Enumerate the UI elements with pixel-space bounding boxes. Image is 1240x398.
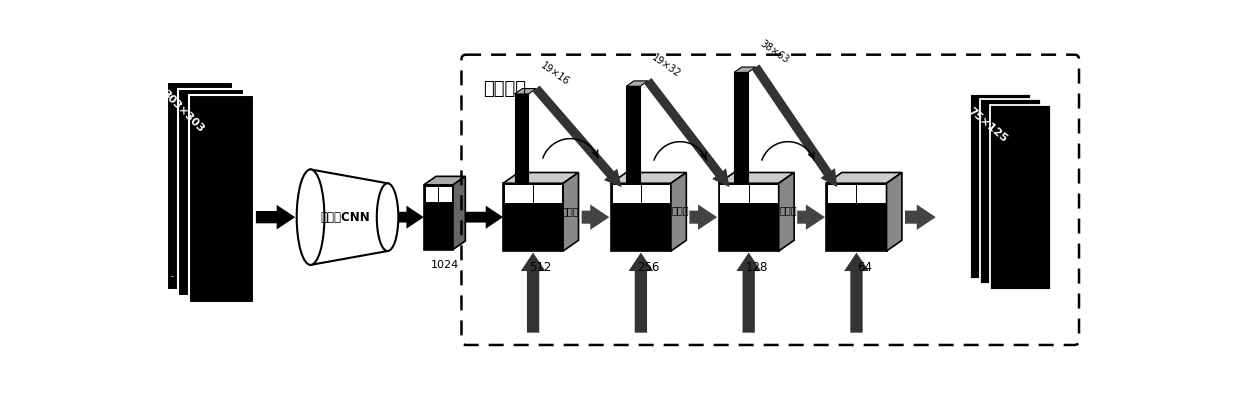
Polygon shape [424,185,453,250]
Text: 256: 256 [637,261,660,274]
Polygon shape [255,205,295,230]
Polygon shape [424,176,465,185]
Text: 精炼模块: 精炼模块 [484,80,526,98]
Polygon shape [611,172,686,183]
Polygon shape [611,183,671,251]
Polygon shape [188,95,254,302]
Polygon shape [991,105,1050,289]
Polygon shape [734,72,748,182]
Polygon shape [563,172,579,251]
Polygon shape [689,205,717,230]
Polygon shape [465,206,503,229]
Polygon shape [521,253,546,333]
Text: 1024: 1024 [430,260,459,270]
Polygon shape [797,205,825,230]
Text: - -: - - [171,272,180,281]
Polygon shape [844,253,869,333]
Polygon shape [981,100,1040,284]
Text: 38×63: 38×63 [758,39,790,65]
Text: 上采样: 上采样 [779,205,797,215]
Polygon shape [779,172,794,251]
Polygon shape [887,172,901,251]
Polygon shape [626,86,640,182]
Polygon shape [827,184,885,203]
Polygon shape [905,205,936,230]
Polygon shape [310,170,388,265]
Text: 上采样: 上采样 [562,207,579,217]
Polygon shape [515,89,536,94]
Text: 75×125: 75×125 [966,105,1009,144]
Polygon shape [167,82,233,290]
Polygon shape [671,172,686,251]
Ellipse shape [296,170,325,265]
Text: 64: 64 [857,261,872,274]
Polygon shape [179,89,243,297]
Polygon shape [398,206,424,229]
Polygon shape [971,94,1030,279]
Text: 303×303: 303×303 [160,89,206,135]
Text: 512: 512 [529,261,552,274]
Polygon shape [503,183,563,251]
Polygon shape [611,184,670,203]
Text: 19×16: 19×16 [538,60,570,87]
Polygon shape [503,184,563,203]
Polygon shape [719,172,794,183]
Polygon shape [737,253,761,333]
Text: 上采样: 上采样 [671,205,689,215]
Polygon shape [644,78,729,187]
Polygon shape [826,172,901,183]
Polygon shape [719,184,777,203]
Polygon shape [533,86,621,187]
Text: 19×32: 19×32 [650,53,683,79]
Polygon shape [751,64,837,187]
Polygon shape [424,185,453,202]
Polygon shape [503,172,579,183]
Polygon shape [453,176,465,250]
Polygon shape [582,205,609,230]
Text: 下采样CNN: 下采样CNN [320,211,370,224]
Ellipse shape [377,183,398,251]
Polygon shape [626,81,647,86]
Polygon shape [629,253,653,333]
Text: 128: 128 [745,261,768,274]
Polygon shape [826,183,887,251]
Polygon shape [734,67,755,72]
Polygon shape [719,183,779,251]
Polygon shape [515,94,528,182]
